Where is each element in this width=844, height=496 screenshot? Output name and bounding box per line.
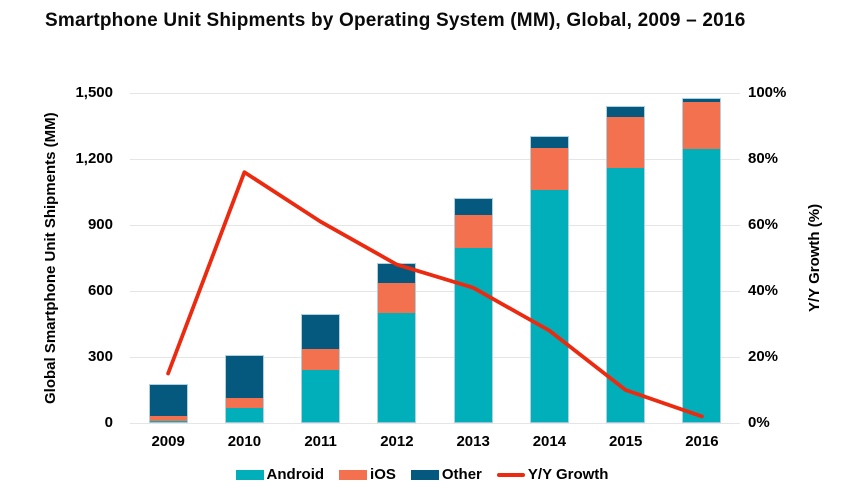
x-axis-label: 2011 [304,433,337,450]
gridline [130,159,740,160]
bar-segment-ios [607,116,645,168]
bar-segment-ios [225,397,263,409]
bar-segment-ios [378,283,416,313]
bar-segment-android [302,369,340,423]
y-axis-tick-right: 60% [748,216,779,233]
y-axis-tick-right: 80% [748,150,779,167]
gridline [130,93,740,94]
legend-color-swatch [410,469,439,480]
y-axis-tick-left: 0 [104,414,113,431]
legend-item-y-y-growth: Y/Y Growth [496,466,609,483]
bar-segment-other [302,314,340,350]
y-axis-tick-left: 1,500 [75,84,113,101]
x-axis-label: 2010 [227,433,262,450]
x-axis-label: 2015 [608,433,643,450]
legend-item-ios: iOS [339,466,396,483]
gridline [130,357,740,358]
bar-segment-other [149,384,187,416]
legend-color-swatch [339,469,368,480]
gridline [130,291,740,292]
y-axis-tick-right: 0% [748,414,770,431]
x-axis-label: 2013 [456,433,490,450]
legend-label: iOS [370,466,396,483]
x-axis-label: 2012 [380,433,414,450]
chart-title: Smartphone Unit Shipments by Operating S… [45,10,746,31]
y-axis-tick-left: 900 [87,216,113,233]
bar-segment-other [454,198,492,215]
y-axis-tick-left: 600 [87,282,113,299]
bar-segment-android [225,408,263,423]
legend-item-android: Android [235,466,325,483]
y-axis-tick-right: 40% [748,282,779,299]
legend-color-swatch [235,469,264,480]
bar-segment-other [530,136,568,148]
legend: Android iOS Other Y/Y Growth [0,466,844,483]
bar-segment-android [454,248,492,423]
y-axis-tick-right: 100% [748,84,787,101]
bar-segment-ios [302,349,340,370]
gridline [130,423,740,424]
bar-segment-android [530,190,568,423]
bar-segment-android [378,313,416,423]
y-axis-tick-right: 20% [748,348,779,365]
bar-segment-ios [454,214,492,249]
x-axis-label: 2014 [532,433,567,450]
bar-segment-ios [683,101,721,149]
bar-segment-other [225,355,263,398]
legend-label: Other [441,466,482,483]
legend-item-other: Other [410,466,482,483]
bar-segment-android [683,148,721,423]
x-axis-label: 2016 [685,433,719,450]
yoy-growth-line [166,170,704,419]
y-axis-tick-left: 1,200 [75,150,113,167]
legend-label: Android [266,466,325,483]
legend-label: Y/Y Growth [527,466,609,483]
legend-line-swatch [496,472,525,477]
bar-segment-ios [530,147,568,190]
bar-segment-other [683,99,721,102]
bar-segment-other [607,106,645,117]
y-axis-tick-left: 300 [87,348,113,365]
bar-segment-ios [149,415,187,422]
gridline [130,225,740,226]
x-axis-label: 2009 [151,433,185,450]
